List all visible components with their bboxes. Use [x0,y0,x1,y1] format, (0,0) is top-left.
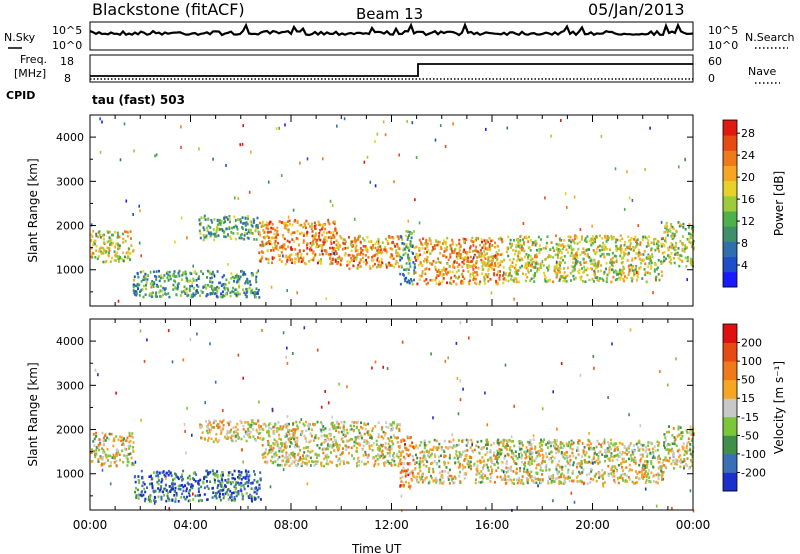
freq-tick-bottom: 8 [64,72,71,85]
velocity-colorbar-segment [723,379,737,399]
velocity-y-tick-label: 1000 [56,468,84,481]
power-y-tick-label: 2000 [56,220,84,233]
power-colorbar-tick-label: 16 [741,193,755,206]
power-y-tick-label: 1000 [56,264,84,277]
power-colorbar-segment [723,241,737,258]
velocity-colorbar-frame [722,323,738,492]
time-tick-label: 00:00 [73,518,108,532]
velocity-colorbar-tick-label: 50 [741,374,755,387]
frequency-series [90,63,693,77]
freq-unit-label: [MHz] [14,67,46,80]
freq-tick-top: 18 [60,55,74,68]
power-colorbar-label: Power [dB] [772,171,786,236]
velocity-panel: 1000 2000 3000 4000 Slant Range [km] 00:00 04:… [26,318,786,532]
freq-strip-frame [89,54,694,83]
noise-right-tick-top: 10^5 [708,24,738,37]
velocity-colorbar-tick-label: -200 [741,466,766,479]
nave-label: Nave [748,65,776,78]
power-y-tick-label: 4000 [56,131,84,144]
power-colorbar-segment [723,271,737,288]
noise-strip-frame [89,21,694,51]
velocity-colorbar-segment [723,472,737,492]
velocity-colorbar-tick-label: -15 [741,411,759,424]
velocity-y-tick-label: 2000 [56,424,84,437]
velocity-colorbar-segment [723,361,737,381]
date-label: 05/Jan/2013 [588,0,685,19]
velocity-colorbar-tick-label: 100 [741,355,762,368]
power-colorbar-tick-label: 8 [741,237,748,250]
noise-right-tick-bottom: 10^0 [708,39,738,52]
time-tick-label: 12:00 [374,518,409,532]
power-colorbar-tick-label: 28 [741,127,755,140]
velocity-colorbar-segment [723,398,737,418]
velocity-colorbar-tick-label: 200 [741,337,762,350]
velocity-colorbar-tick-label: -100 [741,448,766,461]
cpid-value: tau (fast) 503 [92,93,185,107]
power-colorbar-tick-label: 12 [741,215,755,228]
power-plot-frame [89,114,694,307]
power-colorbar-segment [723,256,737,273]
power-colorbar-segment [723,226,737,242]
nave-tick-bottom: 0 [708,72,715,85]
nsky-label: N.Sky [4,31,36,44]
velocity-colorbar-segment [723,324,737,343]
noise-left-tick-bottom: 10^0 [52,39,82,52]
power-colorbar-tick-label: 24 [741,149,755,162]
velocity-cells [90,321,695,513]
power-colorbar-segment [723,150,737,166]
station-title: Blackstone (fitACF) [92,0,245,19]
velocity-y-tick-label: 3000 [56,379,84,392]
time-tick-label: 16:00 [475,518,510,532]
power-colorbar-segment [723,135,737,151]
time-tick-label: 08:00 [274,518,309,532]
time-tick-label: 04:00 [173,518,208,532]
velocity-colorbar-label: Velocity [m s⁻¹] [772,361,786,454]
velocity-y-axis-label: Slant Range [km] [26,362,40,466]
power-y-axis-label: Slant Range [km] [26,158,40,262]
velocity-y-tick-label: 4000 [56,335,84,348]
velocity-colorbar-segment [723,342,737,362]
nave-tick-top: 60 [708,55,722,68]
velocity-colorbar-tick-label: -50 [741,429,759,442]
velocity-colorbar-segment [723,416,737,436]
time-tick-label: 00:00 [676,518,711,532]
power-cells [90,117,695,303]
power-colorbar-tick-label: 4 [741,259,748,272]
power-colorbar-segment [723,195,737,212]
power-colorbar-segment [723,180,737,197]
power-colorbar-segment [723,211,737,227]
velocity-colorbar-segment [723,435,737,455]
velocity-plot-frame [89,318,694,511]
beam-label: Beam 13 [356,5,423,23]
noise-sky-series [89,21,694,37]
time-axis-label: Time UT [351,542,402,554]
time-tick-label: 20:00 [575,518,610,532]
cpid-label: CPID [6,89,35,102]
power-colorbar-tick-label: 20 [741,171,755,184]
power-colorbar-segment [723,120,737,136]
power-panel: 1000 2000 3000 4000 Slant Range [km] 4 8 12 16 20… [26,114,786,307]
freq-label: Freq. [20,53,47,66]
power-colorbar-frame [722,119,738,288]
noise-left-tick-top: 10^5 [52,24,82,37]
velocity-colorbar-segment [723,453,737,473]
nsearch-label: N.Search [745,31,795,44]
velocity-colorbar-tick-label: 15 [741,392,755,405]
power-colorbar-segment [723,165,737,182]
power-y-tick-label: 3000 [56,175,84,188]
